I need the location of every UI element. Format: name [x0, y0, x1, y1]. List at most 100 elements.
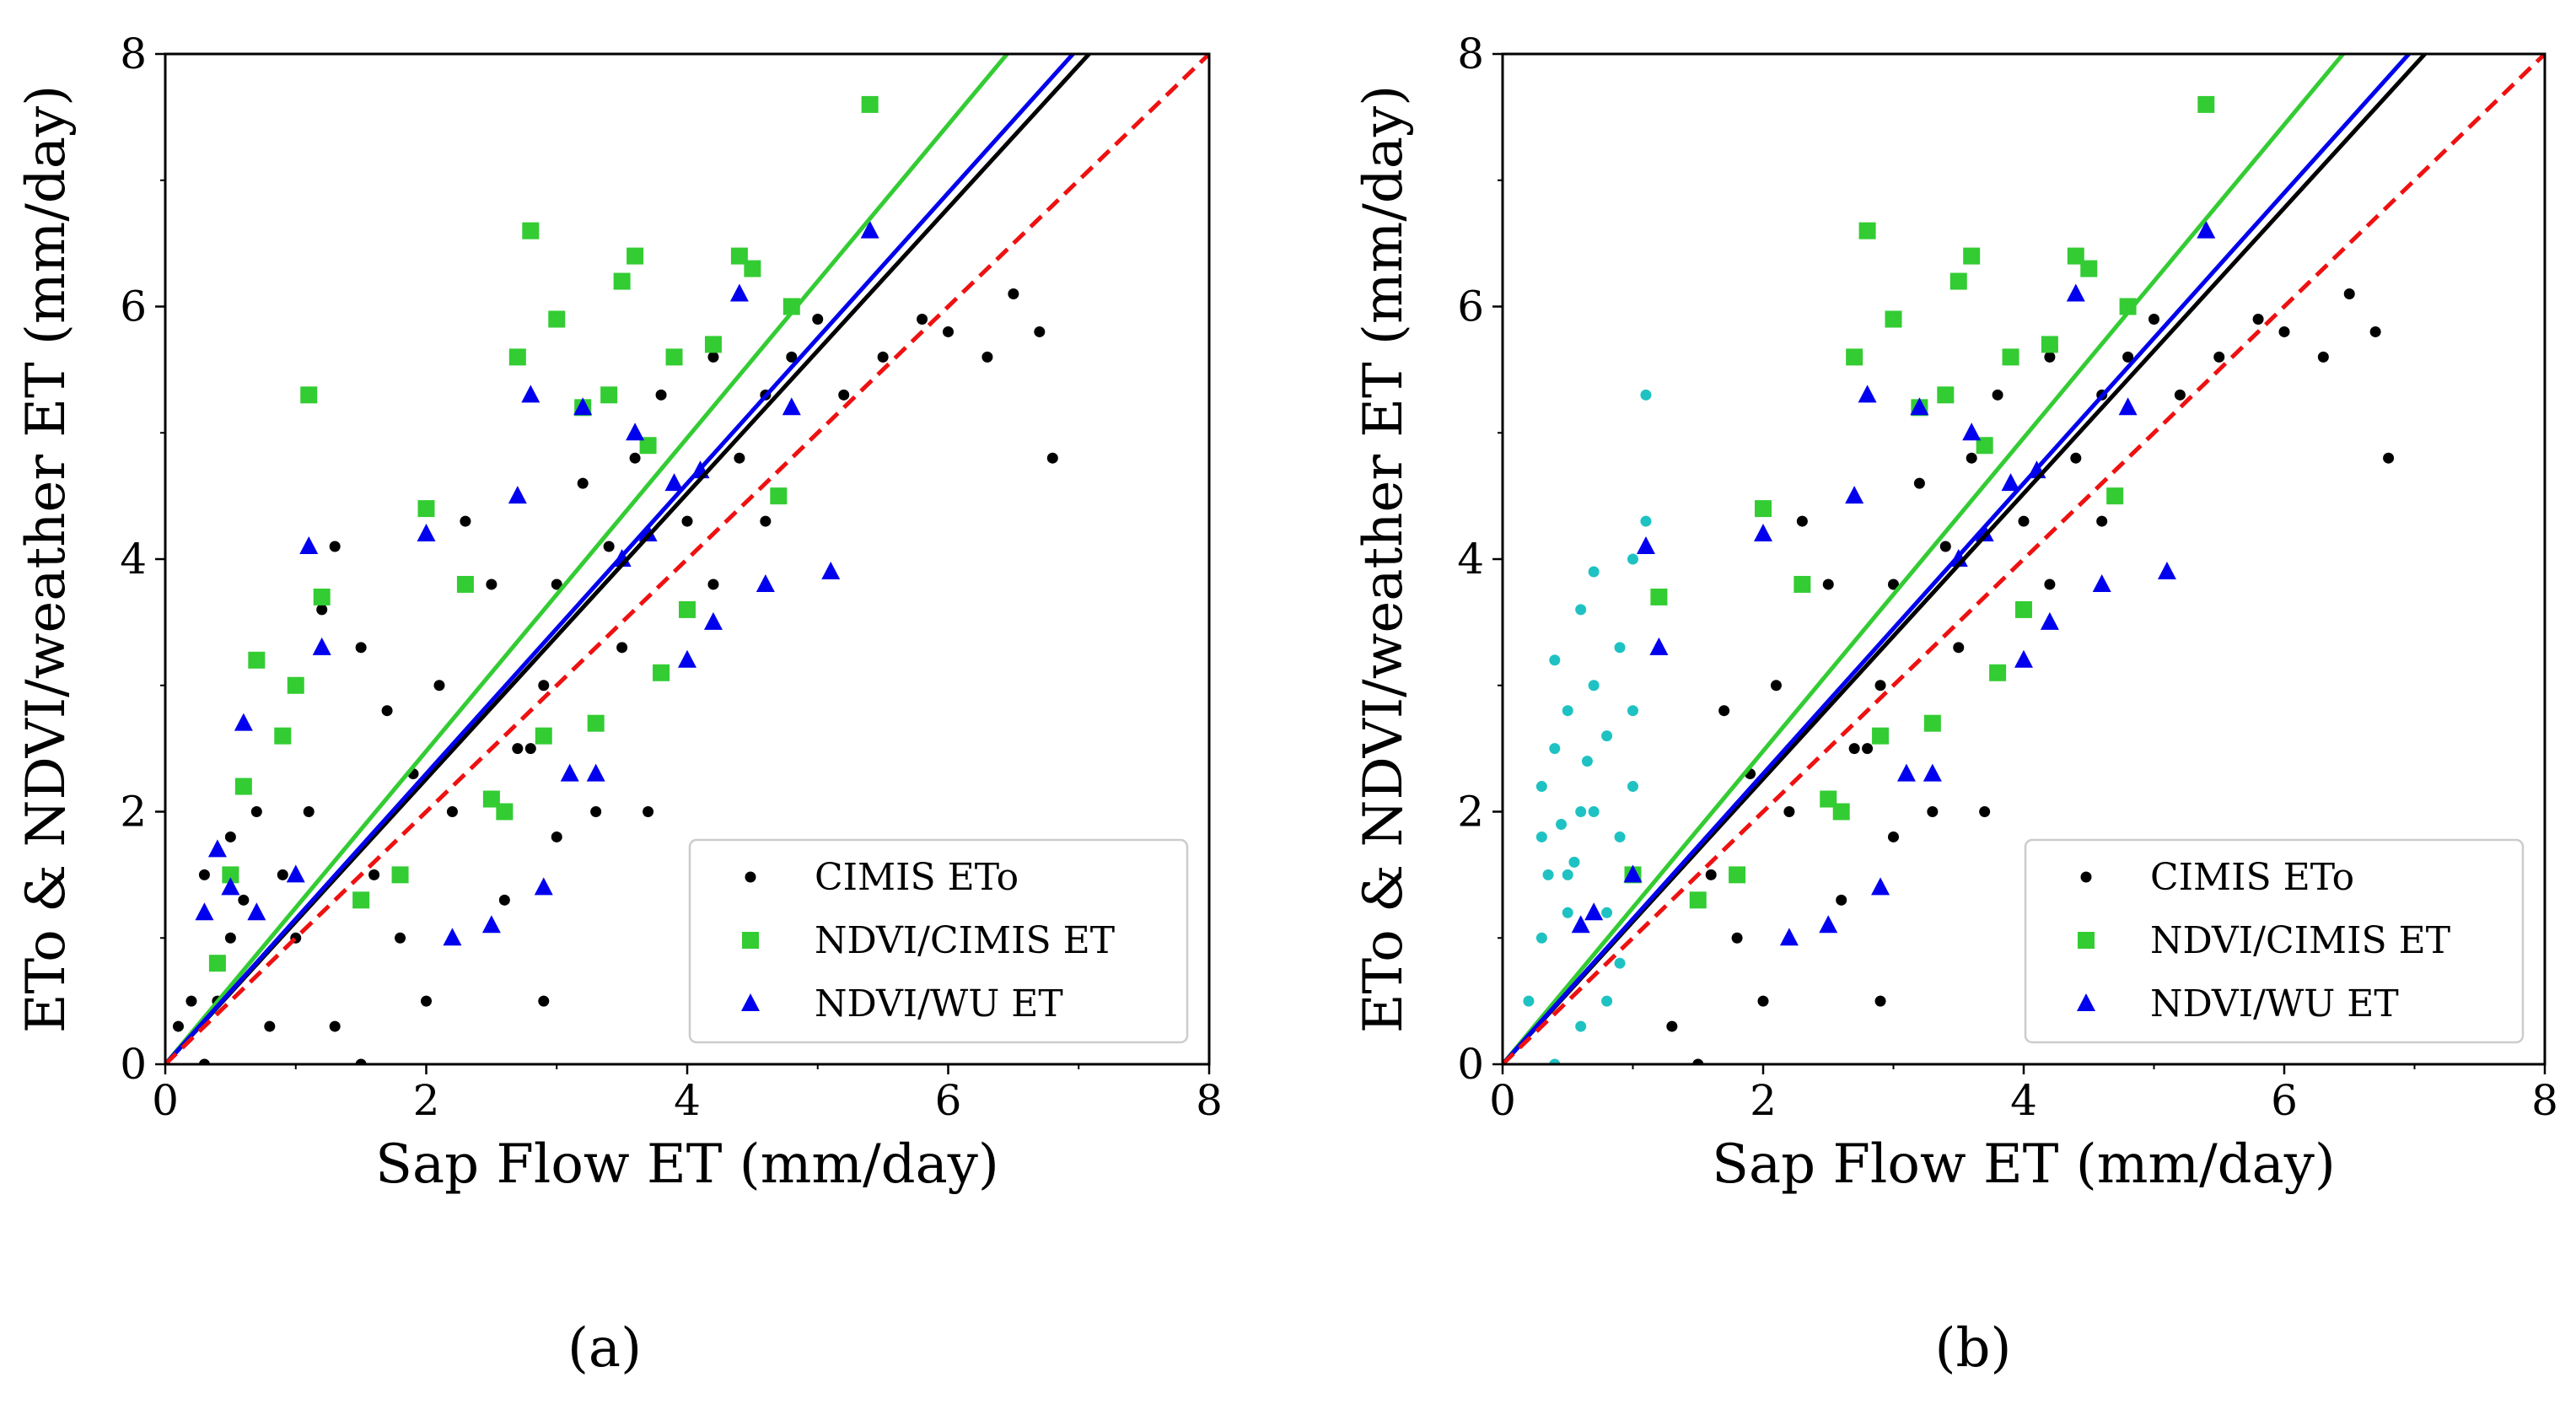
data-point [860, 220, 879, 239]
data-point [1636, 536, 1655, 555]
data-point [1562, 705, 1573, 717]
data-point [1872, 727, 1890, 745]
x-tick-label: 6 [935, 1076, 962, 1125]
data-point [1783, 806, 1795, 817]
y-tick-label: 8 [120, 30, 147, 78]
data-point [1614, 642, 1626, 654]
data-point [508, 486, 527, 504]
data-point [1794, 575, 1811, 593]
data-point [1601, 995, 1613, 1007]
data-point [1755, 500, 1772, 518]
data-point [248, 651, 266, 669]
data-point [508, 348, 526, 366]
data-point [395, 932, 406, 944]
data-point [1770, 680, 1782, 692]
data-point [1913, 477, 1925, 489]
data-point [446, 806, 458, 817]
data-point [1614, 957, 1626, 969]
data-point [352, 891, 370, 909]
data-point [391, 866, 409, 884]
data-point [496, 803, 514, 821]
data-point [2174, 389, 2186, 401]
data-point [812, 313, 824, 325]
chart-panel-2: 0 2 4 6 8 0 2 4 6 8 Sap Flow ET (mm/day) ETo & NDVI… [1353, 30, 2558, 1380]
data-point [274, 727, 292, 745]
data-point [1885, 310, 1902, 328]
data-point [707, 351, 719, 363]
data-point [1937, 386, 1955, 404]
data-point [1731, 932, 1743, 944]
y-tick-label: 4 [1457, 535, 1484, 584]
fit-line-1-1-line [1503, 54, 2545, 1064]
x-tick-label: 8 [1196, 1076, 1223, 1125]
data-point [224, 932, 236, 944]
data-point [1729, 866, 1746, 884]
data-point [1640, 389, 1652, 401]
legend-marker [742, 932, 759, 949]
data-point [512, 743, 524, 755]
data-point [286, 864, 305, 883]
data-point [481, 915, 501, 934]
data-point [1535, 831, 1547, 842]
fit-line-ndvi-cimis-fit [165, 54, 1010, 1064]
data-point [1689, 891, 1707, 909]
data-point [2080, 260, 2098, 277]
x-tick-label: 0 [152, 1076, 179, 1125]
data-point [655, 389, 667, 401]
data-point [329, 1020, 341, 1032]
data-point [443, 928, 462, 946]
data-point [482, 790, 500, 808]
data-point [172, 1020, 184, 1032]
data-point [1627, 781, 1638, 793]
y-axis-label: ETo & NDVI/weather ET (mm/day) [1353, 85, 1415, 1033]
data-point [643, 806, 654, 817]
data-point [587, 714, 605, 732]
data-point [1046, 452, 1058, 464]
data-point [626, 422, 645, 441]
data-point [2067, 247, 2084, 265]
plot-area [165, 54, 1209, 1064]
data-point [1949, 272, 1967, 290]
data-point [534, 877, 553, 896]
data-point [186, 995, 197, 1007]
data-point [1549, 1058, 1561, 1064]
data-point [277, 869, 288, 880]
x-axis-label: Sap Flow ET (mm/day) [1712, 1133, 2336, 1196]
data-point [2014, 649, 2033, 668]
data-point [639, 437, 657, 455]
panel-label: (a) [567, 1317, 642, 1380]
x-tick-label: 6 [2271, 1076, 2298, 1125]
data-point [264, 1020, 276, 1032]
legend-label: NDVI/WU ET [815, 982, 1063, 1025]
data-point [679, 600, 696, 618]
data-point [538, 680, 550, 692]
data-point [2001, 473, 2020, 492]
data-point [1588, 566, 1600, 578]
data-point [786, 351, 798, 363]
data-point [1888, 579, 1899, 590]
data-point [1992, 389, 2003, 401]
data-point [1966, 452, 1977, 464]
data-point [2092, 573, 2111, 592]
data-point [1649, 637, 1669, 655]
data-point [638, 524, 658, 542]
data-point [744, 260, 761, 277]
data-point [603, 541, 615, 552]
x-tick-label: 4 [674, 1076, 701, 1125]
data-point [1888, 831, 1899, 842]
data-point [917, 313, 928, 325]
fit-line-ndvi-wu-fit [165, 54, 1076, 1064]
data-point [316, 604, 328, 616]
data-point [1614, 831, 1626, 842]
y-tick-label: 2 [120, 788, 147, 837]
data-point [1754, 524, 1772, 542]
data-point [1562, 907, 1573, 918]
y-tick-label: 4 [120, 535, 147, 584]
data-point [627, 247, 644, 265]
data-point [2213, 351, 2225, 363]
fit-line-1-1-line [165, 54, 1209, 1064]
data-point [1705, 869, 1717, 880]
legend-marker [2077, 993, 2095, 1011]
data-point [1874, 680, 1886, 692]
data-point [590, 806, 602, 817]
